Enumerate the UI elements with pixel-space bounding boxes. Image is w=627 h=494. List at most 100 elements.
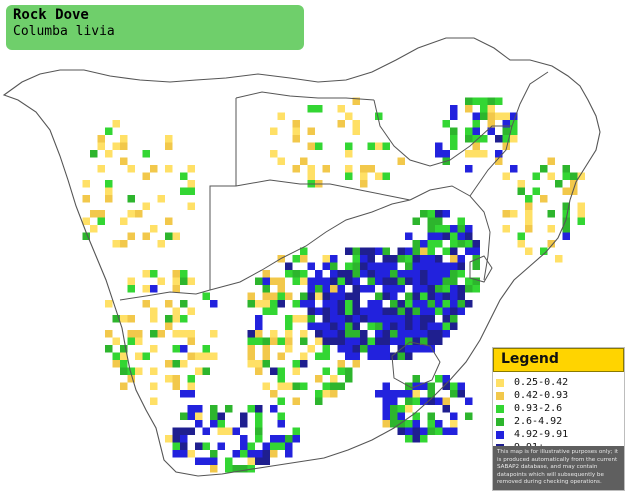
occurrence-cell — [330, 300, 338, 308]
occurrence-cell — [142, 232, 150, 240]
occurrence-cell — [352, 292, 360, 300]
occurrence-cell — [352, 360, 360, 368]
occurrence-cell — [427, 390, 435, 398]
occurrence-cell — [345, 277, 353, 285]
occurrence-cell — [435, 375, 443, 383]
occurrence-cell — [435, 300, 443, 308]
occurrence-cell — [277, 420, 285, 428]
occurrence-cell — [337, 382, 345, 390]
occurrence-cell — [360, 262, 368, 270]
occurrence-cell — [345, 172, 353, 180]
occurrence-cell — [435, 232, 443, 240]
occurrence-cell — [367, 165, 375, 173]
occurrence-cell — [502, 225, 510, 233]
occurrence-cell — [330, 285, 338, 293]
occurrence-cell — [457, 285, 465, 293]
occurrence-cell — [367, 352, 375, 360]
occurrence-cell — [367, 345, 375, 353]
occurrence-cell — [390, 292, 398, 300]
occurrence-cell — [330, 307, 338, 315]
legend-swatch — [496, 404, 504, 413]
occurrence-cell — [277, 397, 285, 405]
occurrence-cell — [375, 337, 383, 345]
occurrence-cell — [300, 330, 308, 338]
occurrence-cell — [367, 322, 375, 330]
occurrence-cell — [270, 390, 278, 398]
occurrence-cell — [397, 315, 405, 323]
occurrence-cell — [330, 330, 338, 338]
occurrence-cell — [195, 405, 203, 413]
occurrence-cell — [187, 202, 195, 210]
occurrence-cell — [112, 337, 120, 345]
occurrence-cell — [405, 352, 413, 360]
occurrence-cell — [562, 202, 570, 210]
occurrence-cell — [547, 157, 555, 165]
occurrence-cell — [397, 405, 405, 413]
occurrence-cell — [165, 165, 173, 173]
occurrence-cell — [180, 277, 188, 285]
occurrence-cell — [262, 382, 270, 390]
occurrence-cell — [270, 127, 278, 135]
occurrence-cell — [367, 255, 375, 263]
occurrence-cell — [307, 345, 315, 353]
occurrence-cell — [442, 397, 450, 405]
occurrence-cell — [172, 285, 180, 293]
occurrence-cell — [427, 210, 435, 218]
occurrence-cell — [450, 225, 458, 233]
occurrence-cell — [345, 150, 353, 158]
occurrence-cell — [427, 240, 435, 248]
occurrence-cell — [382, 337, 390, 345]
occurrence-cell — [405, 322, 413, 330]
occurrence-cell — [360, 337, 368, 345]
occurrence-cell — [172, 360, 180, 368]
occurrence-cell — [367, 337, 375, 345]
occurrence-cell — [345, 292, 353, 300]
occurrence-cell — [322, 352, 330, 360]
occurrence-cell — [150, 307, 158, 315]
occurrence-cell — [435, 322, 443, 330]
occurrence-cell — [292, 300, 300, 308]
occurrence-cell — [472, 255, 480, 263]
occurrence-cell — [472, 240, 480, 248]
occurrence-cell — [112, 315, 120, 323]
occurrence-cell — [465, 232, 473, 240]
occurrence-cell — [307, 285, 315, 293]
occurrence-cell — [165, 375, 173, 383]
occurrence-cell — [420, 427, 428, 435]
occurrence-cell — [405, 420, 413, 428]
occurrence-cell — [352, 352, 360, 360]
occurrence-cell — [450, 390, 458, 398]
occurrence-cell — [427, 277, 435, 285]
occurrence-cell — [435, 210, 443, 218]
occurrence-cell — [352, 127, 360, 135]
occurrence-cell — [420, 277, 428, 285]
occurrence-cell — [427, 232, 435, 240]
occurrence-cell — [457, 262, 465, 270]
occurrence-cell — [435, 420, 443, 428]
occurrence-cell — [382, 390, 390, 398]
occurrence-cell — [397, 427, 405, 435]
occurrence-cell — [210, 465, 218, 473]
occurrence-cell — [225, 427, 233, 435]
occurrence-cell — [390, 397, 398, 405]
occurrence-cell — [510, 120, 518, 128]
occurrence-cell — [285, 292, 293, 300]
occurrence-cell — [120, 382, 128, 390]
occurrence-cell — [360, 247, 368, 255]
occurrence-cell — [390, 337, 398, 345]
occurrence-cell — [382, 262, 390, 270]
occurrence-cell — [390, 322, 398, 330]
occurrence-cell — [375, 330, 383, 338]
occurrence-cell — [450, 232, 458, 240]
occurrence-cell — [112, 352, 120, 360]
occurrence-cell — [435, 427, 443, 435]
occurrence-cell — [337, 330, 345, 338]
occurrence-cell — [412, 322, 420, 330]
occurrence-cell — [382, 255, 390, 263]
occurrence-cell — [412, 277, 420, 285]
occurrence-cell — [90, 150, 98, 158]
occurrence-cell — [120, 315, 128, 323]
occurrence-cell — [300, 382, 308, 390]
occurrence-cell — [532, 187, 540, 195]
occurrence-cell — [442, 285, 450, 293]
